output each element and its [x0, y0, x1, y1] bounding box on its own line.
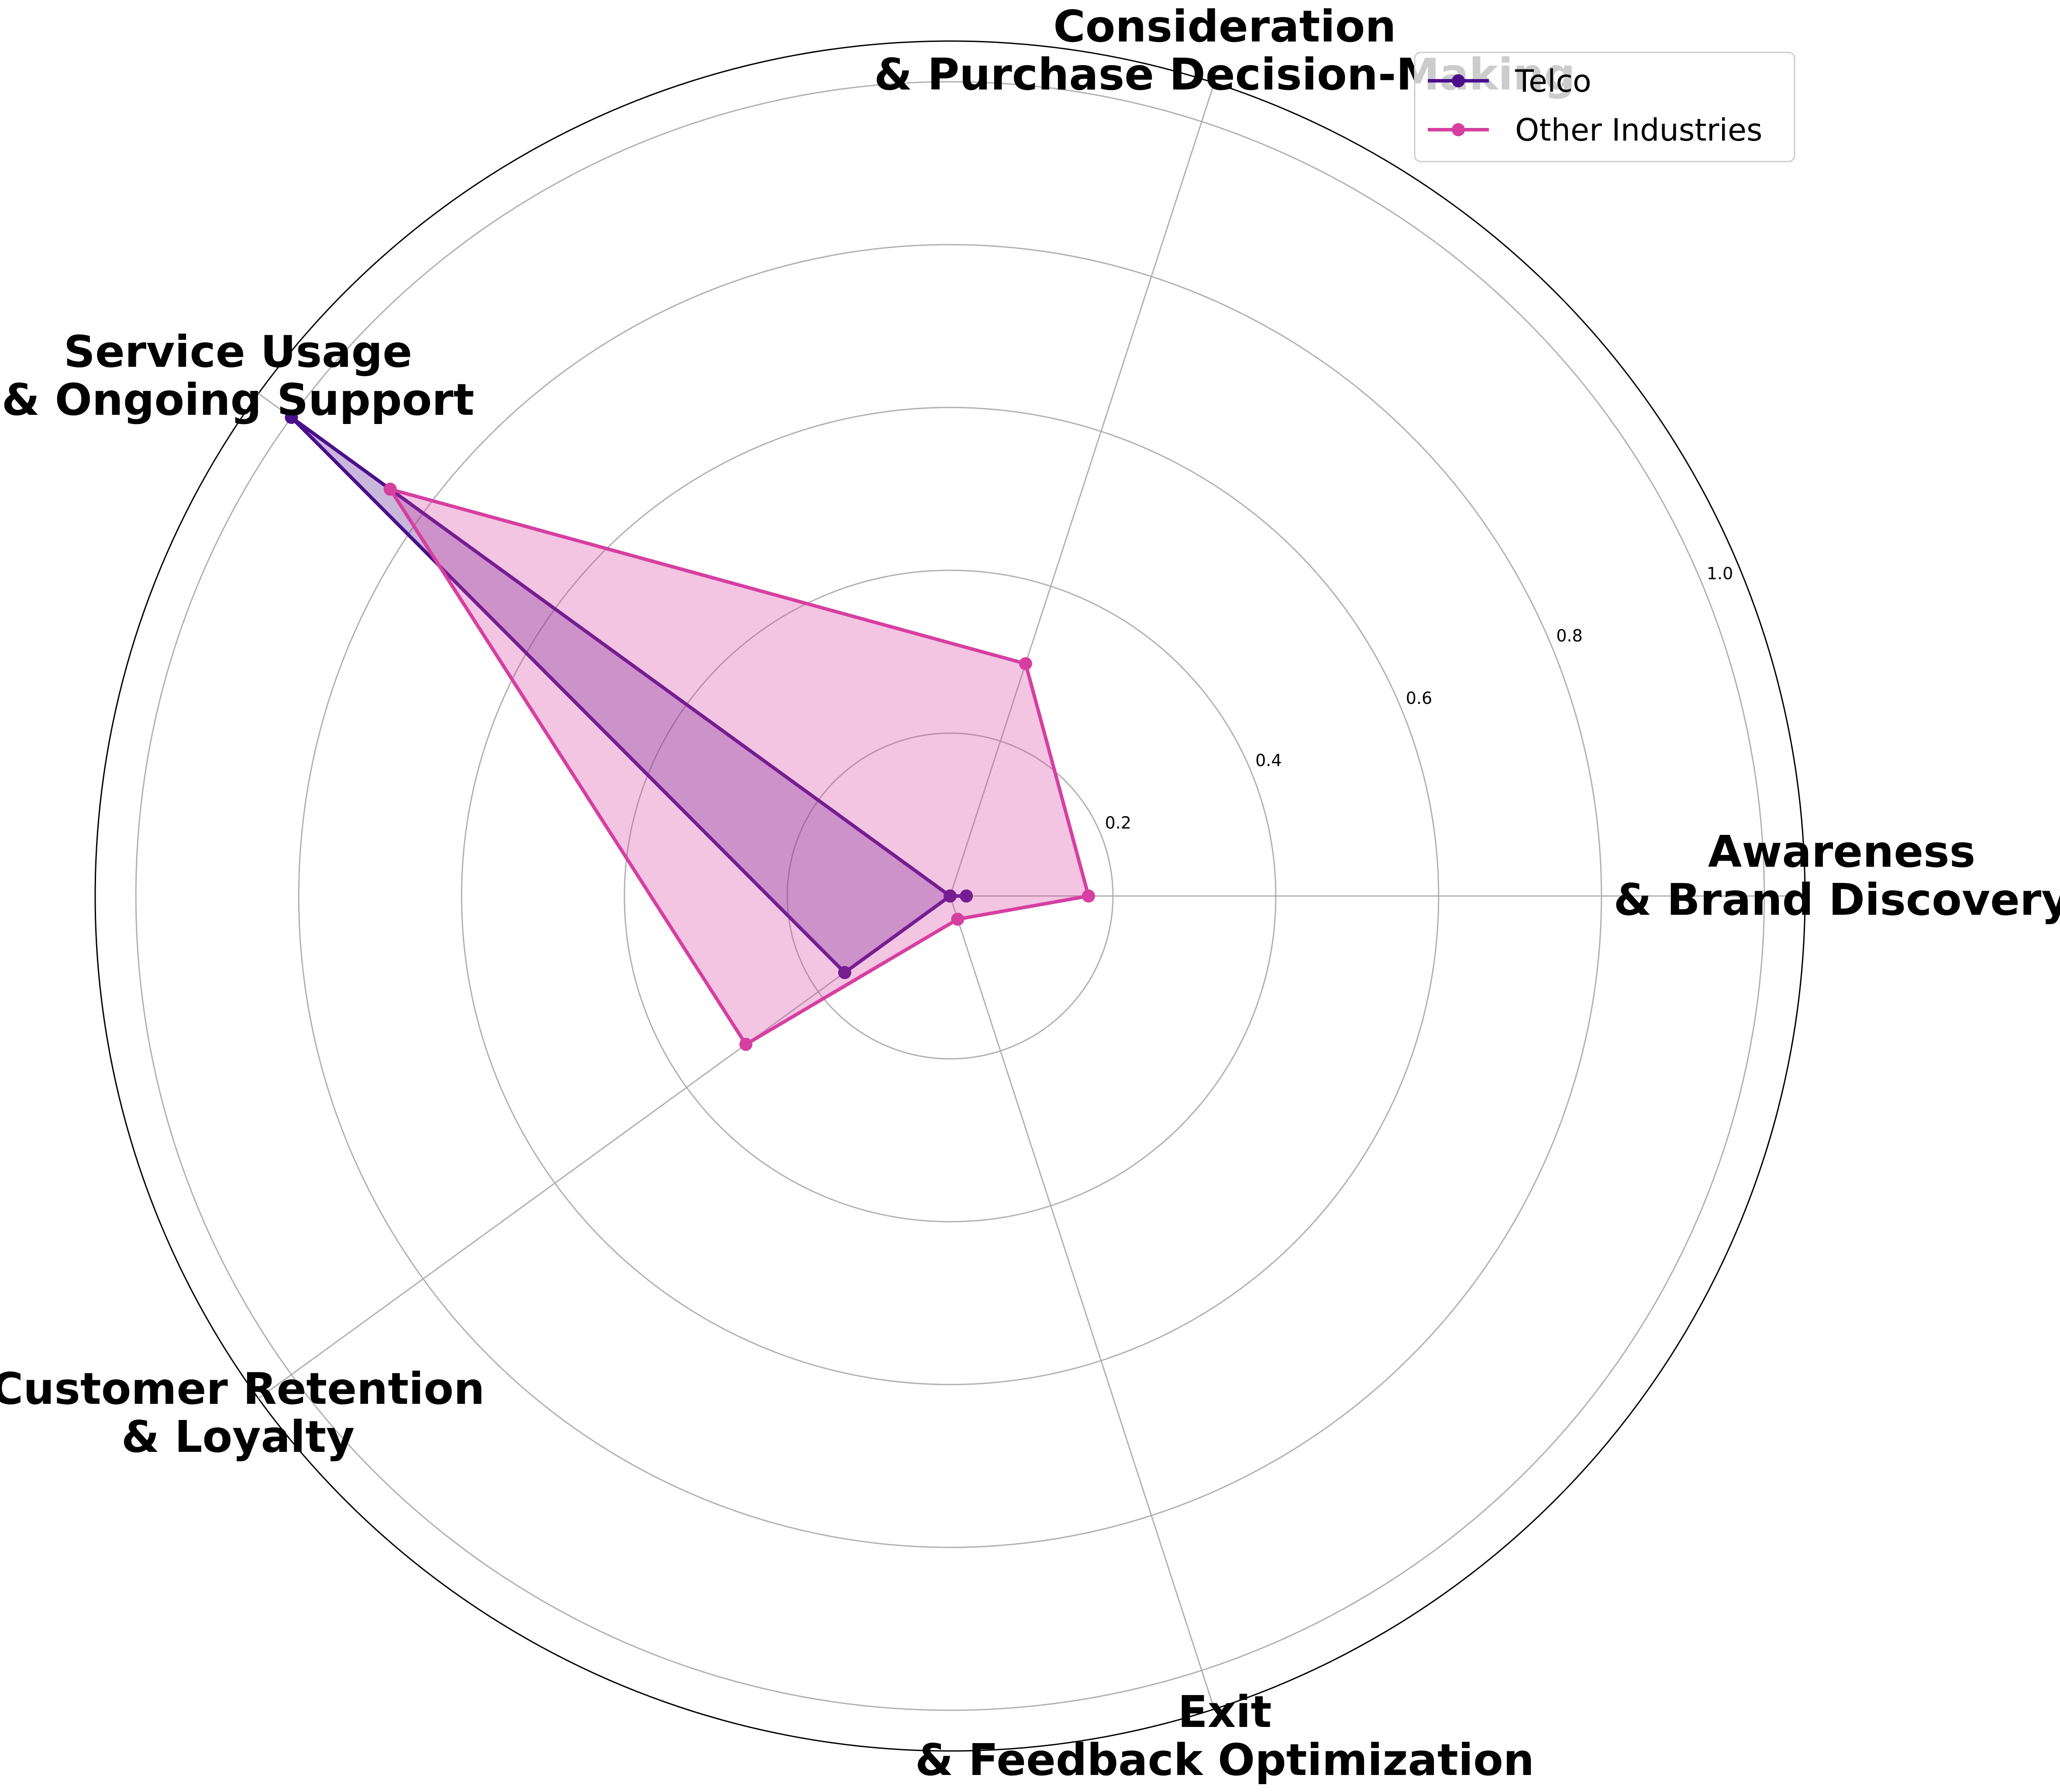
series-line-other-industries	[388, 487, 1090, 1046]
grid-spoke	[949, 83, 1215, 896]
data-point-other-industries	[951, 913, 965, 926]
series-layer	[285, 410, 1095, 1051]
grid-spoke	[949, 896, 1215, 1709]
legend-box	[1414, 52, 1795, 162]
legend-label: Telco	[1515, 63, 1592, 99]
data-point-telco	[838, 966, 851, 979]
category-label: Customer Retention & Loyalty	[0, 1363, 485, 1462]
legend-swatch-marker	[1452, 123, 1465, 136]
legend: Telco Other Industries	[1414, 52, 1795, 162]
category-label: Exit & Feedback Optimization	[915, 1686, 1534, 1785]
r-tick-label: 1.0	[1707, 564, 1733, 583]
data-point-other-industries	[383, 482, 397, 496]
category-label: Awareness & Brand Discovery	[1614, 826, 2060, 925]
category-label: Service Usage & Ongoing Support	[2, 326, 475, 425]
r-tick-label: 0.4	[1255, 751, 1281, 770]
r-tick-label: 0.6	[1406, 689, 1432, 708]
legend-label: Other Industries	[1515, 112, 1763, 148]
r-tick-label: 0.2	[1105, 813, 1131, 832]
data-point-other-industries	[1082, 889, 1095, 903]
series-fill-telco	[291, 417, 967, 973]
r-tick-label: 0.8	[1556, 626, 1582, 645]
grid-spoke	[258, 895, 951, 1399]
data-point-other-industries	[1019, 657, 1032, 670]
data-point-telco	[960, 889, 973, 903]
data-point-telco	[944, 889, 957, 903]
data-point-other-industries	[739, 1037, 753, 1051]
data-point-telco	[285, 410, 298, 424]
legend-swatch-marker	[1452, 74, 1465, 87]
series-fill-other-industries	[390, 489, 1089, 1044]
